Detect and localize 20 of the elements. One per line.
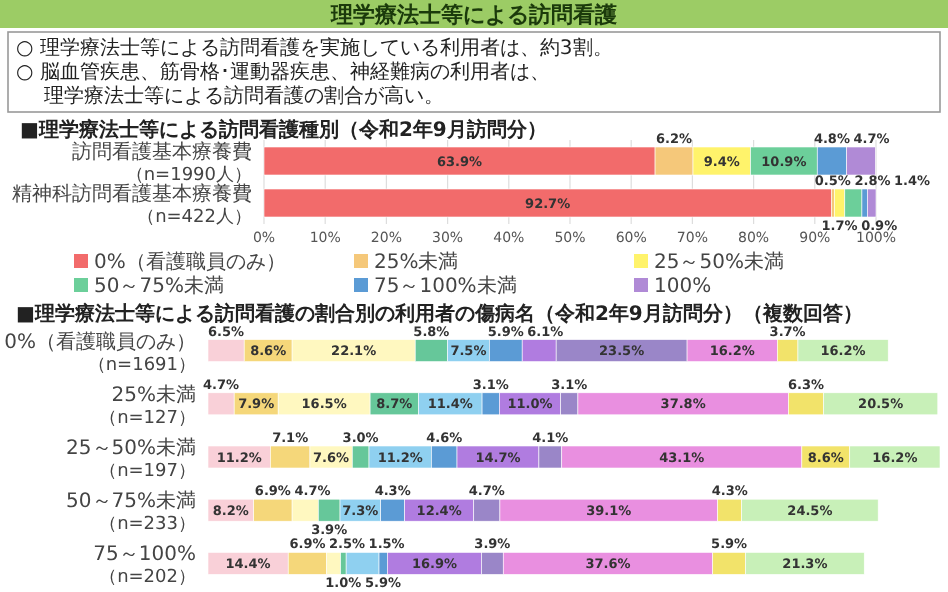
y-tick-label: 25%未満（n=127）: [99, 382, 196, 429]
text: ○ 脳血管疾患、筋骨格･運動器疾患、神経難病の利用者は、理学療法士等による訪問看護の割合が高い。: [16, 60, 550, 108]
y-tick-label: 75～100%（n=202）: [93, 544, 196, 589]
y-tick-label: 50～75%未満（n=233）: [66, 489, 196, 536]
series-label: 0%（看護職員のみ）: [94, 250, 286, 274]
y-tick-label: 25～50%未満（n=197）: [66, 436, 196, 482]
text: 理学療法士等による訪問看護: [329, 2, 617, 28]
legend-label: 25～50%未満: [654, 250, 784, 274]
y-tick-label: 精神科訪問看護基本療養費（n=422人）: [12, 182, 252, 228]
legend-label: 75～100%未満: [374, 274, 517, 298]
text: ○ 理学療法士等による訪問看護を実施している利用者は、約3割。: [16, 36, 613, 60]
bar: [345, 552, 380, 575]
legend-label: 100%: [654, 276, 712, 298]
chart-title: ■理学療法士等による訪問看護種別（令和2年9月訪問分）: [20, 118, 547, 142]
chart-title: ■理学療法士等による訪問看護の割合別の利用者の傷病名（令和2年9月訪問分）（複数回答）: [16, 302, 863, 326]
legend-label: 25%未満: [374, 250, 459, 274]
legend-label: 50～75%未満: [94, 274, 224, 298]
y-tick-label: 訪問看護基本療養費（n=1990人）: [72, 140, 252, 186]
bar: [867, 188, 877, 218]
y-tick-label: 0%（看護職員のみ）（n=1691）: [4, 329, 196, 376]
